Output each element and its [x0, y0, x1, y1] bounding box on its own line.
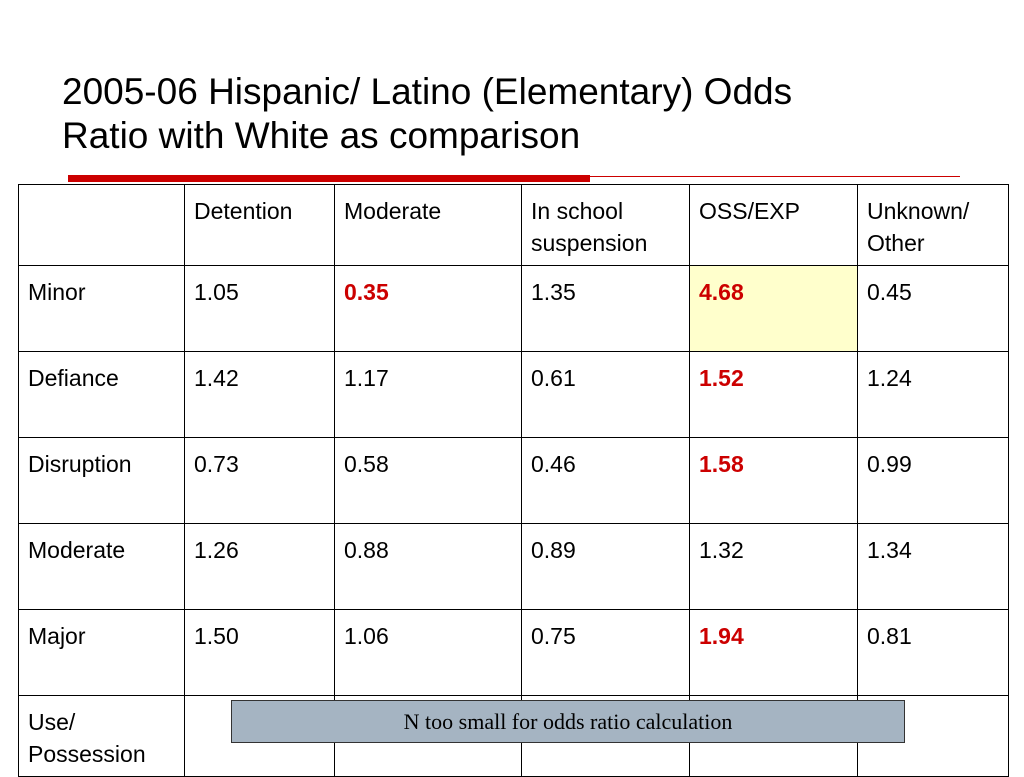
- table-cell: 1.50: [184, 609, 335, 696]
- table-cell: 0.73: [184, 437, 335, 524]
- table-cell: 1.24: [857, 351, 1009, 438]
- table-row: Minor 1.05 0.35 1.35 4.68 0.45: [18, 265, 1009, 352]
- table-cell: 0.89: [521, 523, 690, 610]
- table-cell: 1.34: [857, 523, 1009, 610]
- title-line-2: Ratio with White as comparison: [62, 115, 581, 156]
- title-line-1: 2005-06 Hispanic/ Latino (Elementary) Od…: [62, 71, 793, 112]
- header-cell-oss-exp: OSS/EXP: [689, 184, 858, 266]
- table-cell: 0.35: [334, 265, 522, 352]
- row-label: Defiance: [18, 351, 185, 438]
- table-cell: 1.94: [689, 609, 858, 696]
- table-row: Disruption 0.73 0.58 0.46 1.58 0.99: [18, 437, 1009, 524]
- header-cell-in-school-suspension: In school suspension: [521, 184, 690, 266]
- row-label: Minor: [18, 265, 185, 352]
- table-cell: 1.26: [184, 523, 335, 610]
- row-label: Moderate: [18, 523, 185, 610]
- title-underline-thin: [590, 176, 960, 177]
- odds-ratio-table: Detention Moderate In school suspension …: [18, 184, 1009, 777]
- note-box: N too small for odds ratio calculation: [231, 700, 905, 743]
- table-row: Major 1.50 1.06 0.75 1.94 0.81: [18, 609, 1009, 696]
- table-cell: 0.99: [857, 437, 1009, 524]
- table-row: Defiance 1.42 1.17 0.61 1.52 1.24: [18, 351, 1009, 438]
- row-label: Use/ Possession: [18, 695, 185, 777]
- title-underline-thick: [68, 175, 590, 182]
- header-cell-detention: Detention: [184, 184, 335, 266]
- table-cell: 1.17: [334, 351, 522, 438]
- row-label: Major: [18, 609, 185, 696]
- table-cell: 1.42: [184, 351, 335, 438]
- table-cell: 0.75: [521, 609, 690, 696]
- table-cell: 0.58: [334, 437, 522, 524]
- header-cell-unknown-other: Unknown/ Other: [857, 184, 1009, 266]
- table-cell: 1.05: [184, 265, 335, 352]
- table-cell: 0.88: [334, 523, 522, 610]
- table-cell: 1.35: [521, 265, 690, 352]
- table-cell: 0.81: [857, 609, 1009, 696]
- table-cell: 1.32: [689, 523, 858, 610]
- table-row: Moderate 1.26 0.88 0.89 1.32 1.34: [18, 523, 1009, 610]
- table-cell: 0.46: [521, 437, 690, 524]
- table-header-row: Detention Moderate In school suspension …: [18, 184, 1009, 266]
- slide-title: 2005-06 Hispanic/ Latino (Elementary) Od…: [62, 70, 962, 158]
- row-label: Disruption: [18, 437, 185, 524]
- table-cell: 0.45: [857, 265, 1009, 352]
- table-cell: 1.58: [689, 437, 858, 524]
- header-cell-corner: [18, 184, 185, 266]
- table-cell: 1.52: [689, 351, 858, 438]
- table-cell: 4.68: [689, 265, 858, 352]
- header-cell-moderate: Moderate: [334, 184, 522, 266]
- table-cell: 0.61: [521, 351, 690, 438]
- table-cell: 1.06: [334, 609, 522, 696]
